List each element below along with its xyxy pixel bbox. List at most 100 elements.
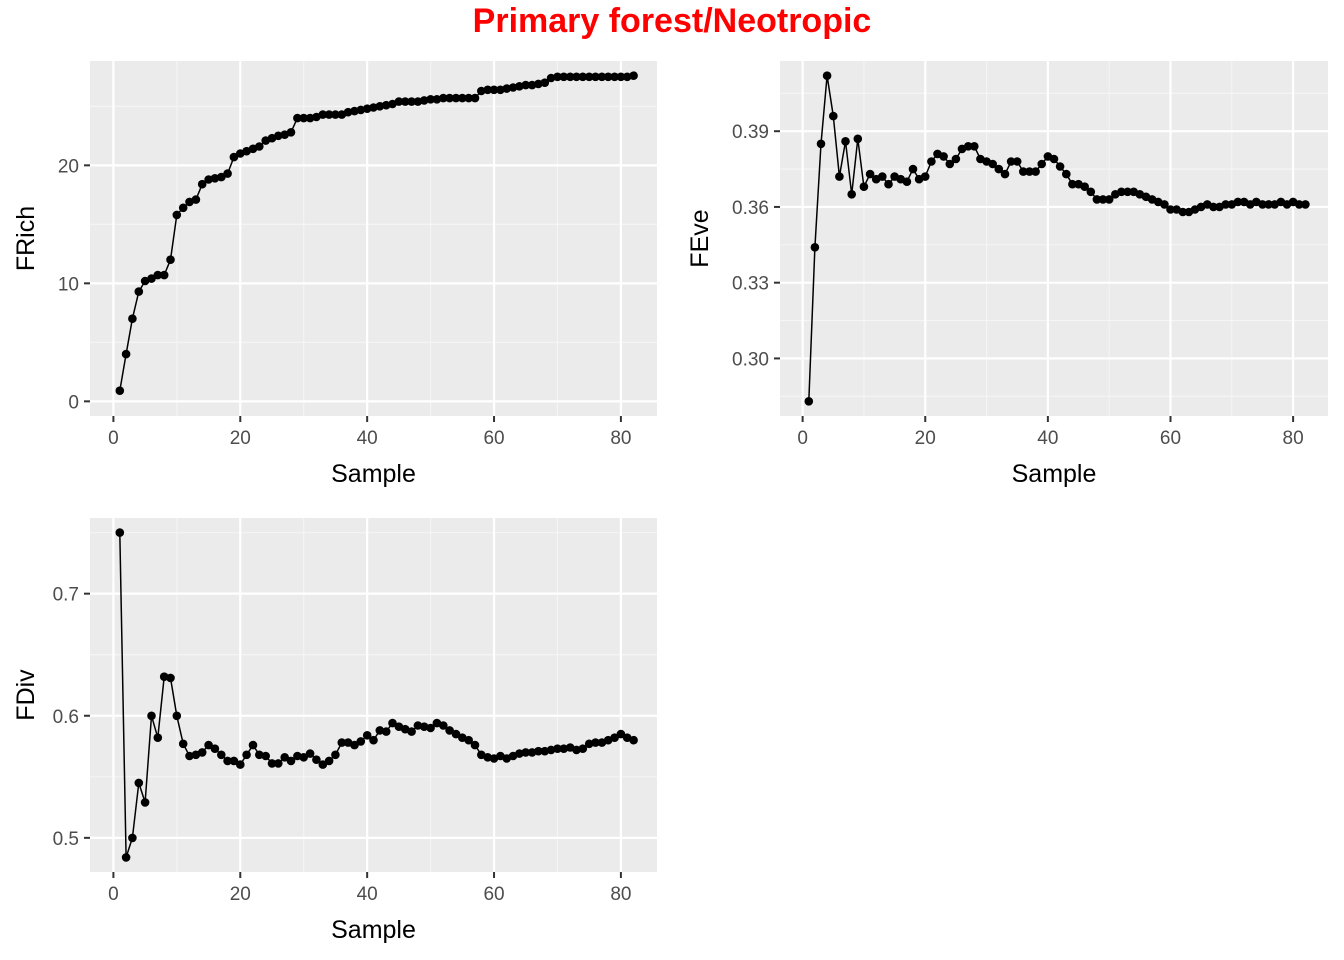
x-tick-label: 80 [610,428,631,449]
data-point [489,85,499,95]
data-point [280,753,290,762]
data-point [166,255,175,264]
data-point [134,287,144,296]
data-point [324,756,334,766]
x-tick-label: 0 [108,428,119,449]
data-point [128,314,137,324]
data-point [217,172,226,182]
data-point [1031,167,1040,176]
chart-panel-fdiv: 0 20 40 60 80 0.5 0.6 0.7 Sample FDiv [12,518,657,944]
data-point [293,113,302,123]
data-point [994,164,1004,174]
data-point [521,748,530,757]
x-tick-label: 0 [797,428,808,449]
data-point [841,137,850,146]
data-point [134,778,144,788]
data-point [546,745,556,755]
data-point [908,164,918,174]
data-point [810,243,820,252]
data-point [1068,179,1077,189]
x-tick-label: 0 [108,884,119,905]
data-point [616,72,626,82]
data-point [331,110,340,119]
data-point [1086,187,1096,197]
data-point [1019,167,1028,176]
data-point [1012,157,1022,166]
x-tick-label: 20 [230,428,251,449]
plot-panel [780,61,1328,416]
x-tick-label: 40 [357,428,378,449]
data-point [884,179,893,189]
data-point [381,727,391,736]
y-tick-label: 10 [58,274,79,295]
x-tick-label: 20 [915,428,936,449]
data-point [464,93,474,103]
data-point [197,179,207,189]
data-point [128,833,137,843]
data-point [236,760,245,769]
data-point [274,131,283,141]
data-point [439,93,448,103]
data-point [1080,182,1089,191]
x-axis-title: Sample [331,460,416,488]
data-point [229,756,239,766]
data-point [1178,207,1188,217]
y-axis-title: FDiv [12,669,40,721]
data-point [1123,187,1132,197]
y-tick-label: 0.6 [53,707,79,728]
data-point [1209,202,1218,212]
data-point [394,97,404,106]
data-point [318,110,328,119]
data-point [616,729,626,739]
data-point [375,726,385,735]
data-point [1160,200,1169,209]
data-point [337,738,347,747]
data-point [318,760,328,769]
data-point [147,274,156,283]
data-point [1264,200,1273,209]
data-point [1006,157,1016,166]
data-point [464,735,474,745]
data-point [185,751,194,761]
data-point [172,711,182,721]
data-point [902,177,912,186]
data-point [254,750,264,760]
data-point [1049,154,1059,164]
data-point [945,159,955,169]
data-point [305,749,315,758]
data-point [1055,162,1065,171]
data-point [521,80,530,90]
data-point [324,110,334,119]
data-point [172,210,182,220]
data-point [147,711,156,721]
data-point [920,172,930,181]
data-point [356,105,366,115]
data-point [629,71,638,80]
x-axis-title: Sample [1012,460,1097,488]
data-point [591,738,600,747]
data-point [610,733,619,742]
data-point [629,735,638,745]
x-tick-label: 60 [483,884,504,905]
data-point [1258,200,1267,209]
data-point [540,78,550,87]
data-point [859,182,869,191]
data-point [822,71,832,80]
page-title: Primary forest/Neotropic [472,2,872,40]
data-point [223,169,232,178]
data-point [591,72,600,82]
x-tick-label: 80 [610,884,631,905]
data-point [121,349,131,359]
data-point [217,750,226,760]
data-point [426,723,435,733]
data-point [1117,187,1126,197]
data-point [816,139,826,149]
data-point [970,142,979,151]
data-point [1000,169,1010,179]
data-point [829,111,838,121]
data-point [121,853,131,862]
data-point [559,744,569,753]
data-point [286,756,296,766]
data-point [1166,205,1175,214]
data-point [375,102,385,111]
